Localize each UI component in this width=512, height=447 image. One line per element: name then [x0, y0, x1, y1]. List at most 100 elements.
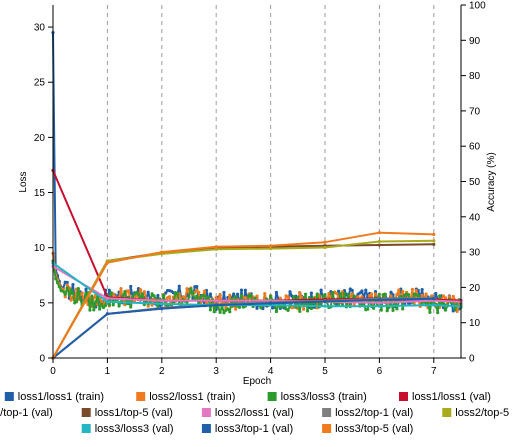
data-point	[298, 309, 302, 313]
data-point	[428, 310, 432, 315]
data-point	[401, 289, 405, 294]
data-point	[189, 287, 193, 291]
y-left-tick-label: 10	[34, 243, 46, 254]
data-point	[350, 288, 354, 292]
data-point	[296, 295, 300, 299]
data-point	[356, 295, 360, 299]
y-left-tick-label: 30	[34, 23, 46, 34]
data-point	[99, 302, 104, 306]
data-point	[92, 308, 96, 312]
legend-swatch	[136, 392, 146, 401]
data-point	[432, 297, 436, 301]
data-point	[199, 295, 203, 299]
series-line	[52, 239, 434, 359]
data-point	[335, 291, 339, 296]
data-point	[206, 295, 211, 299]
data-point	[441, 302, 446, 306]
data-point	[117, 304, 121, 308]
data-point	[370, 292, 374, 296]
data-point	[441, 294, 446, 298]
legend-item[interactable]: loss3/top-5 (val)	[322, 423, 413, 435]
legend-label: loss3/top-1 (val)	[215, 423, 293, 435]
data-point	[430, 294, 434, 298]
data-point	[98, 307, 102, 311]
legend-item[interactable]: loss1/loss1 (val)	[399, 391, 491, 403]
data-point	[160, 250, 164, 254]
data-point	[453, 307, 457, 311]
data-point	[177, 284, 181, 288]
data-point	[239, 293, 244, 297]
series-11	[51, 231, 436, 360]
legend-item[interactable]: loss2/loss1 (train)	[136, 391, 235, 403]
data-point	[319, 288, 323, 292]
data-point	[80, 291, 84, 295]
data-point	[129, 305, 133, 309]
y-right-tick-label: 70	[469, 106, 481, 117]
legend-item[interactable]: loss2/loss1 (val)	[201, 407, 294, 419]
legend-item[interactable]: loss3/loss3 (val)	[81, 423, 174, 435]
data-point	[214, 247, 218, 251]
data-point	[119, 286, 123, 291]
data-point	[121, 294, 125, 298]
x-tick-label: 2	[159, 366, 165, 377]
data-point	[385, 309, 389, 313]
data-point	[424, 292, 428, 296]
legend-item[interactable]: loss3/loss3 (train)	[267, 391, 367, 403]
data-point	[109, 291, 113, 295]
data-point	[377, 243, 381, 247]
x-tick-label: 4	[268, 366, 274, 377]
legend-item[interactable]: loss3/top-1 (val)	[201, 423, 293, 435]
data-point	[292, 295, 296, 299]
data-point	[309, 291, 313, 295]
data-point	[208, 292, 212, 296]
data-point	[71, 291, 75, 295]
data-point	[146, 304, 150, 308]
data-point	[237, 305, 242, 309]
data-point	[263, 292, 267, 296]
data-point	[395, 307, 399, 311]
data-point	[103, 303, 108, 308]
data-point	[61, 289, 65, 293]
data-point	[410, 287, 415, 292]
data-point	[63, 292, 67, 296]
data-point	[65, 286, 69, 290]
vertical-gridlines	[106, 5, 435, 358]
legend-item[interactable]: loss2/top-1 (val)	[322, 407, 413, 419]
data-point	[269, 246, 273, 251]
series-line	[52, 231, 434, 359]
data-point	[234, 295, 238, 299]
data-point	[364, 288, 368, 292]
y-right-tick-label: 40	[469, 212, 481, 223]
series-3	[51, 168, 463, 303]
legend-item[interactable]: loss1/loss1 (train)	[4, 391, 104, 403]
data-point	[69, 298, 73, 302]
data-point	[383, 292, 387, 296]
y-right-tick-label: 0	[469, 354, 475, 365]
legend-item[interactable]: loss1/top-1 (val)	[0, 407, 53, 419]
legend-item[interactable]: loss1/top-5 (val)	[81, 407, 173, 419]
data-point	[101, 305, 106, 310]
data-point	[346, 292, 350, 296]
data-point	[160, 306, 164, 311]
data-point	[373, 290, 378, 294]
data-point	[253, 296, 257, 300]
data-point	[167, 295, 172, 299]
data-point	[129, 284, 133, 289]
data-point	[94, 300, 98, 304]
data-point	[323, 293, 327, 297]
data-point	[443, 296, 448, 300]
data-point	[214, 303, 218, 307]
data-point	[234, 307, 238, 311]
legend-label: loss2/top-1 (val)	[335, 407, 413, 419]
legend-item[interactable]: loss2/top-5 (val)	[442, 407, 512, 419]
legend-swatch	[81, 424, 91, 433]
data-point	[436, 311, 440, 315]
data-point	[65, 283, 69, 287]
data-point	[84, 287, 88, 291]
data-point	[455, 309, 459, 313]
data-point	[226, 307, 230, 311]
data-point	[269, 294, 273, 298]
data-point	[286, 295, 290, 299]
data-point	[286, 308, 290, 312]
data-point	[432, 239, 436, 243]
